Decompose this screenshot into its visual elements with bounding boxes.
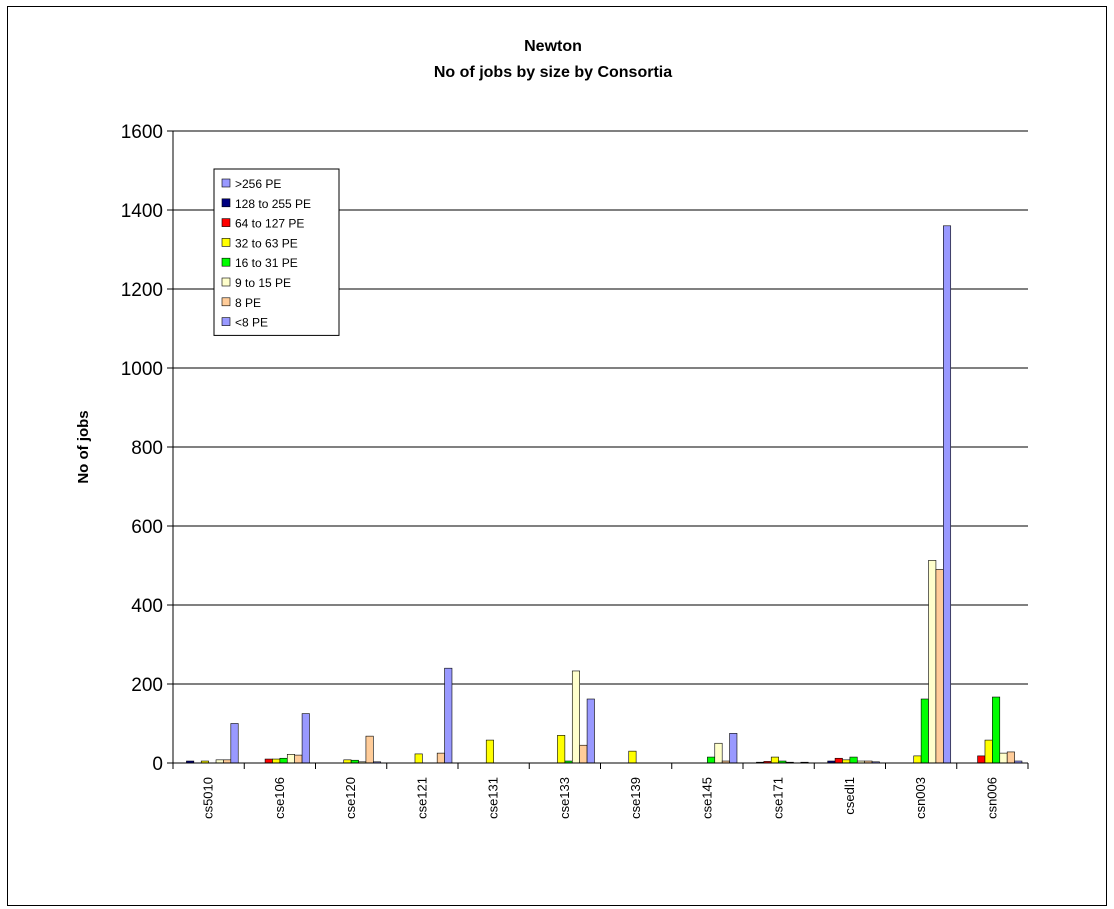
bar: [834, 757, 843, 764]
chart-svg: Newton No of jobs by size by Consortia 0…: [75, 38, 1029, 819]
bar: [628, 750, 637, 764]
y-tick-label: 1000: [121, 359, 163, 380]
legend-label: 9 to 15 PE: [235, 276, 291, 290]
bar: [770, 756, 779, 764]
bar: [729, 733, 738, 764]
bar: [301, 713, 310, 764]
bar: [977, 755, 986, 764]
bar: [579, 744, 588, 764]
bar: [571, 670, 580, 764]
y-tick-label: 1200: [121, 280, 163, 301]
bar: [272, 758, 281, 764]
bar: [849, 756, 858, 764]
legend: >256 PE 128 to 255 PE 64 to 127 PE 32 to 63…: [213, 168, 340, 336]
legend-label: 16 to 31 PE: [235, 256, 298, 270]
chart-title: Newton: [524, 38, 582, 55]
x-tick-label: csn006: [984, 777, 999, 819]
bar: [286, 754, 295, 764]
legend-swatch: [221, 317, 231, 326]
bar: [920, 698, 929, 764]
x-tick-label: csn003: [913, 777, 928, 819]
bar: [1006, 751, 1015, 764]
x-tick-label: cs5010: [201, 777, 216, 819]
legend-label: 128 to 255 PE: [235, 197, 311, 211]
legend-swatch: [221, 198, 231, 208]
x-tick-label: cse120: [343, 777, 358, 819]
legend-label: <8 PE: [235, 316, 268, 330]
legend-swatch: [221, 238, 231, 247]
x-tick-label: cse171: [771, 777, 786, 819]
legend-swatch: [221, 218, 231, 227]
x-tick-label: csedl1: [842, 777, 857, 815]
bar: [943, 225, 952, 764]
y-tick-label: 400: [131, 596, 163, 617]
bars: [186, 225, 1023, 764]
y-tick-label: 800: [131, 438, 163, 459]
bar: [714, 742, 723, 764]
bar: [444, 667, 453, 764]
legend-label: 64 to 127 PE: [235, 217, 304, 231]
legend-box: [213, 168, 340, 336]
bar: [485, 739, 494, 764]
bar: [992, 696, 1001, 764]
legend-swatch: [221, 257, 231, 267]
bar: [586, 698, 595, 764]
bar: [294, 754, 303, 764]
legend-swatch: [221, 178, 231, 188]
bar: [999, 752, 1008, 764]
chart-subtitle: No of jobs by size by Consortia: [434, 64, 672, 81]
bar: [928, 560, 937, 764]
bar: [436, 752, 445, 764]
x-tick-label: cse131: [486, 777, 501, 819]
bar: [984, 739, 993, 764]
bar: [707, 756, 716, 764]
bar: [279, 757, 288, 764]
x-tick-label: cse145: [699, 777, 714, 819]
x-tick-label: cse121: [414, 777, 429, 819]
x-tick-label: cse106: [272, 777, 287, 819]
y-tick-label: 1600: [121, 122, 163, 143]
bar: [264, 758, 273, 764]
legend-swatch: [221, 297, 231, 307]
y-tick-label: 200: [131, 675, 163, 696]
y-tick-label: 600: [131, 517, 163, 538]
y-tick-label: 0: [152, 754, 163, 775]
y-axis-label: No of jobs: [75, 410, 92, 483]
y-tick-labels: 0 200 400 600 800 1000 1200 1400 1600: [121, 122, 163, 775]
chart-frame: Newton No of jobs by size by Consortia 0…: [7, 6, 1107, 906]
legend-label: 32 to 63 PE: [235, 236, 298, 250]
bar: [365, 735, 374, 764]
bar: [913, 755, 922, 764]
y-tick-label: 1400: [121, 201, 163, 222]
legend-label: 8 PE: [235, 296, 261, 310]
legend-swatch: [221, 277, 231, 287]
bar: [557, 735, 566, 764]
bar: [230, 723, 239, 764]
x-tick-label: cse139: [628, 777, 643, 819]
axes: [172, 131, 1029, 769]
x-tick-label: cse133: [557, 777, 572, 819]
x-tick-labels: cs5010 cse106 cse120 cse121 cse131 cse133 cse1…: [201, 777, 1000, 819]
legend-label: >256 PE: [235, 177, 281, 191]
bar: [414, 753, 423, 764]
bar: [935, 569, 944, 764]
